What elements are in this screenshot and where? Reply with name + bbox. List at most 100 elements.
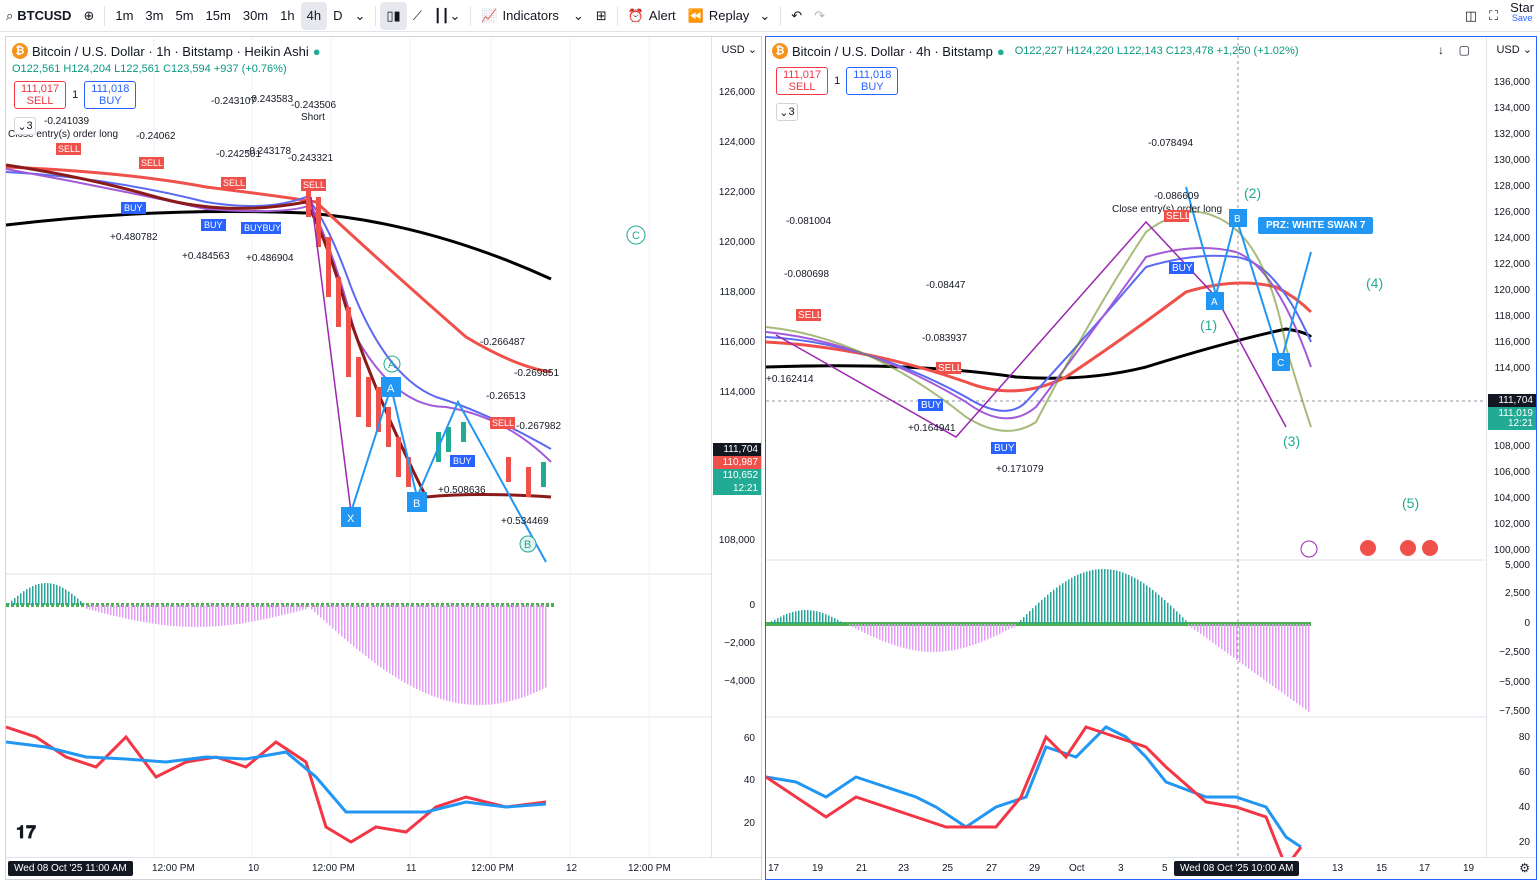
compare-add-button[interactable]: ⊕ [77,2,100,30]
interval-15m[interactable]: 15m [205,8,231,23]
histogram-bar [428,605,430,695]
histogram-bar [1017,623,1019,624]
status-dot-icon: ● [996,43,1005,59]
ohlc-values: O122,561 H124,204 L122,561 C123,594 +937… [12,63,287,75]
scroll-down-button[interactable]: ↓ [1438,43,1444,57]
histogram-bar [269,605,271,619]
interval-30m[interactable]: 30m [242,8,269,23]
chart-pane-left[interactable]: X A B C A B -0.241039 Close entry(s) ord… [5,36,762,880]
histogram-bar [359,605,361,652]
histogram-bar [1266,624,1268,682]
wave-c-circle [626,225,646,245]
alert-button[interactable]: ⏰ Alert [622,2,682,30]
undo-button[interactable]: ↶ [785,2,808,30]
histogram-bar [479,605,481,705]
histogram-bar [137,605,139,621]
histogram-bar [1122,572,1124,624]
point-a: A [387,383,395,395]
trade-box: 111,017 SELL 1 111,018 BUY [14,81,137,109]
histogram-bar [263,605,265,620]
currency-button[interactable]: USD ⌄ [1496,44,1532,56]
sell-button[interactable]: 111,017 SELL [776,67,829,95]
rewind-icon: ⏪ [687,7,704,23]
histogram-bar [888,624,890,644]
histogram-bar [1020,620,1022,624]
arrow-down-icon: ↓ [1438,43,1444,57]
chart-pane-right[interactable]: -0.078494 -0.086609 Close entry(s) order… [765,36,1537,880]
interval-d[interactable]: D [333,8,343,23]
star-save-button[interactable]: Star Save [1504,1,1540,30]
grid-icon: ⊞ [595,7,607,23]
histogram-bar [362,605,364,654]
candles-style-button[interactable]: ▯▮ [380,1,407,30]
interval-1h[interactable]: 1h [280,8,295,23]
histogram-bar [1086,571,1088,624]
histogram-bar [44,583,46,605]
histogram-bar [1143,583,1145,624]
redo-button[interactable]: ↷ [808,2,831,30]
panel-toggle-button[interactable]: ◫ [1459,2,1483,30]
interval-5m[interactable]: 5m [175,8,194,23]
histogram-bar [365,605,367,657]
ma-red-line [6,165,552,374]
sell-button[interactable]: 111,017 SELL [14,81,67,109]
fullscreen-button[interactable]: ⛶ [1483,2,1504,30]
histogram-bar [945,624,947,652]
interval-4h[interactable]: 4h [300,1,328,30]
histogram-bar [813,610,815,624]
alarm-icon: ⏰ [627,7,644,23]
histogram-bar [1089,570,1091,624]
histogram-bar [1179,614,1181,624]
prz-label: PRZ: WHITE SWAN 7 [1258,217,1374,234]
histogram-bar [1152,589,1154,624]
histogram-bar [1032,608,1034,624]
histogram-bar [80,601,82,605]
histogram-bar [810,610,812,624]
histogram-bar [858,624,860,631]
histogram-bar [1104,569,1106,624]
maximize-button[interactable]: ▢ [1459,43,1470,57]
bars-style-button[interactable]: ┃┃ ⌄ [428,2,467,30]
histogram-bar [1095,569,1097,624]
collapse-indicators-button[interactable]: ⌄ 3 [776,103,798,121]
histogram-bar [257,605,259,621]
histogram-bar [957,624,959,650]
settings-gear-icon[interactable]: ⚙ [1519,861,1530,875]
price-axis-right[interactable]: USD ⌄ 136,000 134,000 132,000 130,000 12… [1486,37,1536,879]
layout-button[interactable]: ⊞ [590,2,613,30]
interval-dropdown[interactable]: ⌄ [348,2,371,30]
histogram-bar [134,605,136,621]
indicators-button[interactable]: 📈 Indicators ⌄ [475,2,589,30]
buy-button[interactable]: 111,018 BUY [846,67,899,95]
histogram-bar [353,605,355,647]
svg-text:SELL: SELL [1166,211,1191,222]
buy-button[interactable]: 111,018 BUY [84,81,137,109]
histogram-bar [383,605,385,670]
histogram-bar [1281,624,1283,693]
symbol-search[interactable]: ⌕ BTCUSD [0,2,77,30]
histogram-bar [116,605,118,617]
svg-text:-0.086609: -0.086609 [1154,191,1199,202]
interval-1m[interactable]: 1m [115,8,134,23]
histogram-bar [302,605,304,611]
histogram-bar [834,618,836,624]
currency-button[interactable]: USD ⌄ [721,44,757,56]
price-axis-left[interactable]: USD ⌄ 126,000 124,000 122,000 120,000 11… [711,37,761,879]
chart-legend-left[interactable]: ₿ Bitcoin / U.S. Dollar · 1h · Bitstamp … [12,43,321,59]
chart-legend-right[interactable]: ₿ Bitcoin / U.S. Dollar · 4h · Bitstamp … [772,43,1299,59]
histogram-bar [1287,624,1289,697]
histogram-bar [807,610,809,624]
time-axis-right[interactable]: 17 19 21 23 25 27 29 Oct 3 5 Wed 08 Oct … [766,857,1536,879]
interval-3m[interactable]: 3m [145,8,164,23]
histogram-bar [849,624,851,626]
line-tool-button[interactable]: ⟋ [407,2,428,30]
histogram-bar [482,605,484,705]
histogram-bar [921,624,923,652]
histogram-bar [1113,570,1115,624]
grid [153,37,650,857]
collapse-indicators-button[interactable]: ⌄ 3 [14,117,36,135]
histogram-bar [203,605,205,627]
time-axis-left[interactable]: Wed 08 Oct '25 11:00 AM 12:00 PM 10 12:0… [6,857,761,879]
tradingview-logo: 𝟏𝟕 [16,822,37,842]
replay-button[interactable]: ⏪ Replay ⌄ [682,2,777,30]
